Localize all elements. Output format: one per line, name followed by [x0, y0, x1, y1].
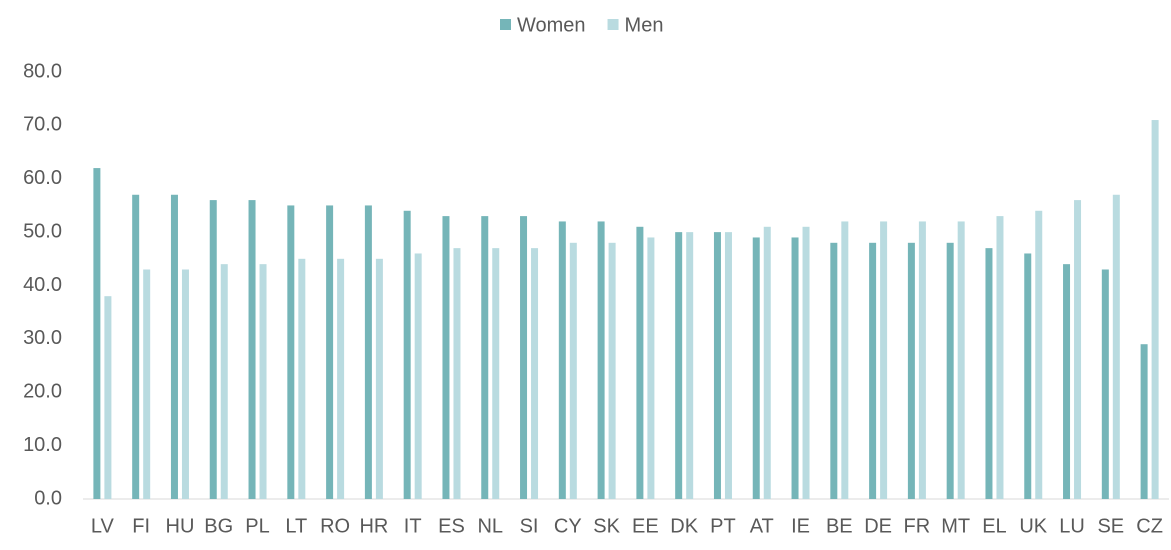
- bar: [337, 258, 345, 499]
- bar: [686, 232, 694, 499]
- x-tick-label: FI: [132, 515, 150, 537]
- x-tick-label: IT: [404, 515, 422, 537]
- y-tick-label: 70.0: [23, 114, 62, 136]
- x-tick-label: ES: [438, 515, 465, 537]
- bar: [1024, 253, 1032, 499]
- x-tick-label: LV: [91, 515, 115, 537]
- bar: [752, 237, 760, 499]
- bar: [326, 205, 334, 499]
- x-tick-label: HR: [359, 515, 388, 537]
- bar: [647, 237, 655, 499]
- x-tick-label: CZ: [1136, 515, 1163, 537]
- legend-label: Men: [625, 14, 664, 36]
- x-tick-label: PT: [710, 515, 736, 537]
- bar: [713, 232, 721, 499]
- bar: [181, 269, 189, 499]
- bar: [880, 221, 888, 499]
- y-tick-label: 30.0: [23, 327, 62, 349]
- x-tick-label: LU: [1059, 515, 1085, 537]
- x-tick-label: EE: [632, 515, 659, 537]
- bar: [1074, 200, 1082, 499]
- bar: [946, 242, 954, 500]
- bar: [492, 248, 500, 499]
- bar: [132, 194, 140, 499]
- bar: [569, 242, 577, 500]
- x-tick-label: MT: [941, 515, 970, 537]
- x-tick-label: DE: [864, 515, 892, 537]
- bar: [918, 221, 926, 499]
- x-tick-label: SK: [593, 515, 620, 537]
- bar: [170, 194, 178, 499]
- legend-swatch: [607, 19, 619, 30]
- bar: [520, 216, 528, 500]
- bar: [104, 296, 112, 499]
- bar: [763, 226, 771, 499]
- bar: [1063, 264, 1071, 499]
- y-tick-label: 80.0: [23, 60, 62, 82]
- bar: [636, 226, 644, 499]
- y-tick-label: 40.0: [23, 274, 62, 296]
- bar: [558, 221, 566, 499]
- bar: [724, 232, 732, 499]
- bar: [375, 258, 383, 499]
- bar: [869, 242, 877, 500]
- x-tick-label: BG: [204, 515, 233, 537]
- x-tick-label: CY: [554, 515, 582, 537]
- y-tick-label: 20.0: [23, 381, 62, 403]
- x-tick-label: EL: [982, 515, 1006, 537]
- bar: [1101, 269, 1109, 499]
- bar: [220, 264, 228, 499]
- bar: [248, 200, 256, 499]
- bar: [1151, 120, 1159, 499]
- legend-swatch: [500, 19, 511, 30]
- x-tick-label: DK: [670, 515, 698, 537]
- bar: [996, 216, 1004, 500]
- bar: [1140, 344, 1148, 499]
- bar: [1112, 194, 1120, 499]
- bar: [675, 232, 683, 499]
- x-tick-label: NL: [477, 515, 503, 537]
- x-tick-label: LT: [285, 515, 307, 537]
- x-tick-label: AT: [750, 515, 774, 537]
- x-tick-label: HU: [166, 515, 195, 537]
- bar: [907, 242, 915, 500]
- bar: [802, 226, 810, 499]
- bar: [985, 248, 993, 499]
- bar: [531, 248, 539, 499]
- bar: [830, 242, 838, 500]
- bar: [403, 210, 411, 499]
- y-tick-label: 50.0: [23, 220, 62, 242]
- bar: [143, 269, 151, 499]
- x-tick-label: PL: [245, 515, 269, 537]
- y-tick-label: 60.0: [23, 167, 62, 189]
- bar: [364, 205, 372, 499]
- bar: [841, 221, 849, 499]
- x-tick-label: IE: [791, 515, 810, 537]
- y-tick-label: 0.0: [34, 487, 62, 509]
- bar: [209, 200, 217, 499]
- bar: [414, 253, 422, 499]
- bar: [1035, 210, 1043, 499]
- legend-label: Women: [517, 14, 586, 36]
- bar: [287, 205, 295, 499]
- x-tick-label: UK: [1019, 515, 1047, 537]
- x-tick-label: SI: [520, 515, 539, 537]
- x-tick-label: FR: [904, 515, 931, 537]
- bar: [298, 258, 306, 499]
- bar: [957, 221, 965, 499]
- bar: [259, 264, 267, 499]
- bar: [608, 242, 616, 500]
- x-tick-label: BE: [826, 515, 853, 537]
- bar: [442, 216, 450, 500]
- bar: [481, 216, 489, 500]
- x-tick-label: SE: [1097, 515, 1124, 537]
- bar: [93, 168, 101, 499]
- bar: [791, 237, 799, 499]
- x-tick-label: RO: [320, 515, 350, 537]
- y-tick-label: 10.0: [23, 434, 62, 456]
- bar: [597, 221, 605, 499]
- bar: [453, 248, 461, 499]
